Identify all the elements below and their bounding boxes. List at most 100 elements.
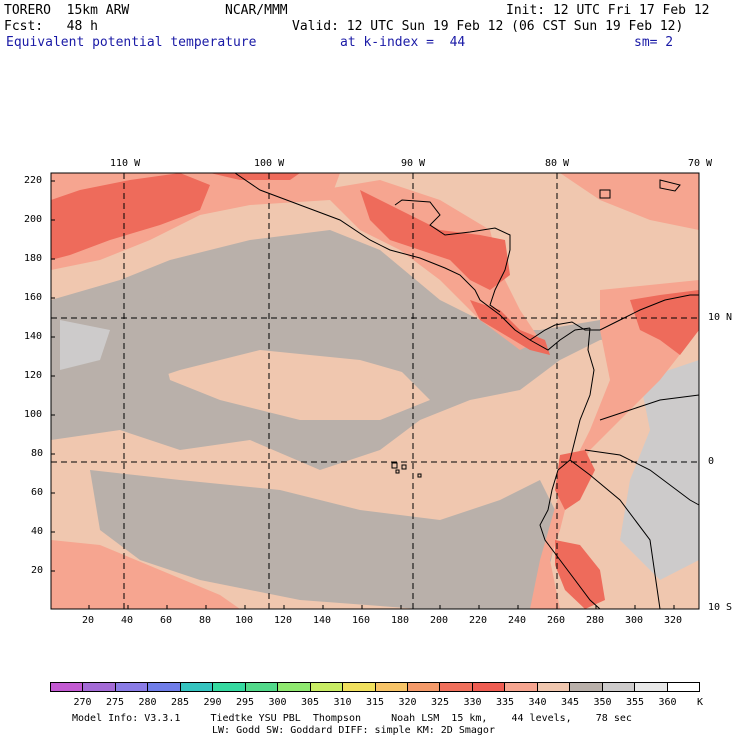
colorbar-label: 305 xyxy=(300,697,320,708)
colorbar-label: 325 xyxy=(430,697,450,708)
x-tick: 160 xyxy=(352,615,371,626)
colorbar-swatch xyxy=(407,683,441,691)
colorbar-label: 270 xyxy=(73,697,92,708)
colorbar-swatch xyxy=(505,683,538,691)
forecast-hour: Fcst: 48 h xyxy=(4,19,98,34)
y-tick: 40 xyxy=(31,526,44,537)
colorbar xyxy=(50,682,700,692)
lon-label-110w: 110 W xyxy=(110,158,141,169)
valid-time: Valid: 12 UTC Sun 19 Feb 12 (06 CST Sun … xyxy=(292,19,684,34)
colorbar-swatch xyxy=(537,683,571,691)
colorbar-swatch xyxy=(570,683,603,691)
red-mexico xyxy=(210,173,300,180)
lightgrey-west xyxy=(60,320,110,370)
lat-label-10s: 10 S xyxy=(708,602,733,613)
colorbar-swatch xyxy=(180,683,214,691)
x-tick: 260 xyxy=(547,615,566,626)
colorbar-label: 300 xyxy=(268,697,287,708)
colorbar-label: 335 xyxy=(495,697,515,708)
colorbar-swatch xyxy=(245,683,279,691)
red-costarica xyxy=(470,300,550,355)
salmon-ne xyxy=(560,173,699,230)
x-tick: 140 xyxy=(313,615,332,626)
colorbar-label: 350 xyxy=(593,697,612,708)
red-peru xyxy=(555,540,605,609)
model-name: TORERO 15km ARW xyxy=(4,3,130,18)
colorbar-swatch xyxy=(83,683,116,691)
lightgrey-east xyxy=(620,360,699,580)
theta-e-map xyxy=(50,172,700,610)
colorbar-label: 340 xyxy=(528,697,547,708)
field-shading xyxy=(51,173,699,609)
y-tick: 160 xyxy=(24,292,43,303)
colorbar-label: 285 xyxy=(170,697,190,708)
colorbar-swatch xyxy=(310,683,344,691)
southam-pacific xyxy=(539,327,601,610)
red-ecuador xyxy=(555,450,595,510)
salmon-andes xyxy=(530,280,699,609)
x-tick: 280 xyxy=(586,615,605,626)
x-tick: 220 xyxy=(469,615,488,626)
colorbar-swatch xyxy=(213,683,246,691)
lon-label-100w: 100 W xyxy=(254,158,285,169)
colorbar-swatch xyxy=(375,683,408,691)
y-tick: 180 xyxy=(24,253,43,264)
colorbar-label: 345 xyxy=(560,697,580,708)
colorbar-label: 320 xyxy=(398,697,417,708)
lon-label-70w: 70 W xyxy=(688,158,713,169)
colorbar-label: 310 xyxy=(333,697,352,708)
x-tick: 40 xyxy=(121,615,134,626)
axis-ticks xyxy=(51,180,675,609)
colorbar-swatch xyxy=(635,683,668,691)
islands-caribbean xyxy=(599,179,681,199)
colorbar-label: 290 xyxy=(203,697,222,708)
colorbar-swatch xyxy=(667,683,700,691)
physics-info: LW: Godd SW: Goddard DIFF: simple KM: 2D… xyxy=(212,725,495,736)
y-tick: 60 xyxy=(31,487,44,498)
salmon-sw xyxy=(51,540,240,609)
init-time: Init: 12 UTC Fri 17 Feb 12 xyxy=(506,3,710,18)
lat-label-10n: 10 N xyxy=(708,312,733,323)
colorbar-unit: K xyxy=(697,697,704,708)
x-tick: 320 xyxy=(664,615,683,626)
x-tick: 300 xyxy=(625,615,644,626)
southam-borders xyxy=(569,394,700,610)
x-tick: 200 xyxy=(430,615,449,626)
red-nw xyxy=(51,173,210,260)
coastlines xyxy=(234,172,700,610)
lon-label-80w: 80 W xyxy=(545,158,570,169)
x-tick: 120 xyxy=(274,615,293,626)
colorbar-label: 275 xyxy=(105,697,125,708)
smoothing: sm= 2 xyxy=(634,35,674,50)
y-tick: 100 xyxy=(24,409,43,420)
lat-label-0: 0 xyxy=(708,456,715,467)
map-frame xyxy=(50,172,700,610)
y-tick: 200 xyxy=(24,214,43,225)
centralam-north xyxy=(394,199,511,313)
lat-lon-grid xyxy=(51,173,699,609)
x-tick: 100 xyxy=(235,615,254,626)
colorbar-swatch xyxy=(343,683,376,691)
y-tick: 220 xyxy=(24,175,43,186)
colorbar-label: 360 xyxy=(658,697,677,708)
x-tick: 240 xyxy=(508,615,527,626)
y-tick: 120 xyxy=(24,370,43,381)
caribbean-coast xyxy=(529,294,699,341)
colorbar-label: 330 xyxy=(463,697,482,708)
colorbar-swatch xyxy=(115,683,149,691)
level-index: at k-index = 44 xyxy=(340,35,466,50)
model-info: Model Info: V3.3.1 Tiedtke YSU PBL Thomp… xyxy=(72,713,632,724)
colorbar-swatch xyxy=(278,683,311,691)
colorbar-label: 315 xyxy=(365,697,385,708)
organization: NCAR/MMM xyxy=(225,3,288,18)
y-tick: 140 xyxy=(24,331,43,342)
red-centralam xyxy=(360,190,510,290)
grey-south xyxy=(90,470,560,609)
galapagos xyxy=(391,462,422,478)
colorbar-label: 295 xyxy=(235,697,255,708)
colorbar-swatch xyxy=(148,683,181,691)
colorbar-swatch xyxy=(440,683,473,691)
x-tick: 80 xyxy=(199,615,212,626)
mexico-coast xyxy=(234,172,591,351)
x-tick: 60 xyxy=(160,615,173,626)
